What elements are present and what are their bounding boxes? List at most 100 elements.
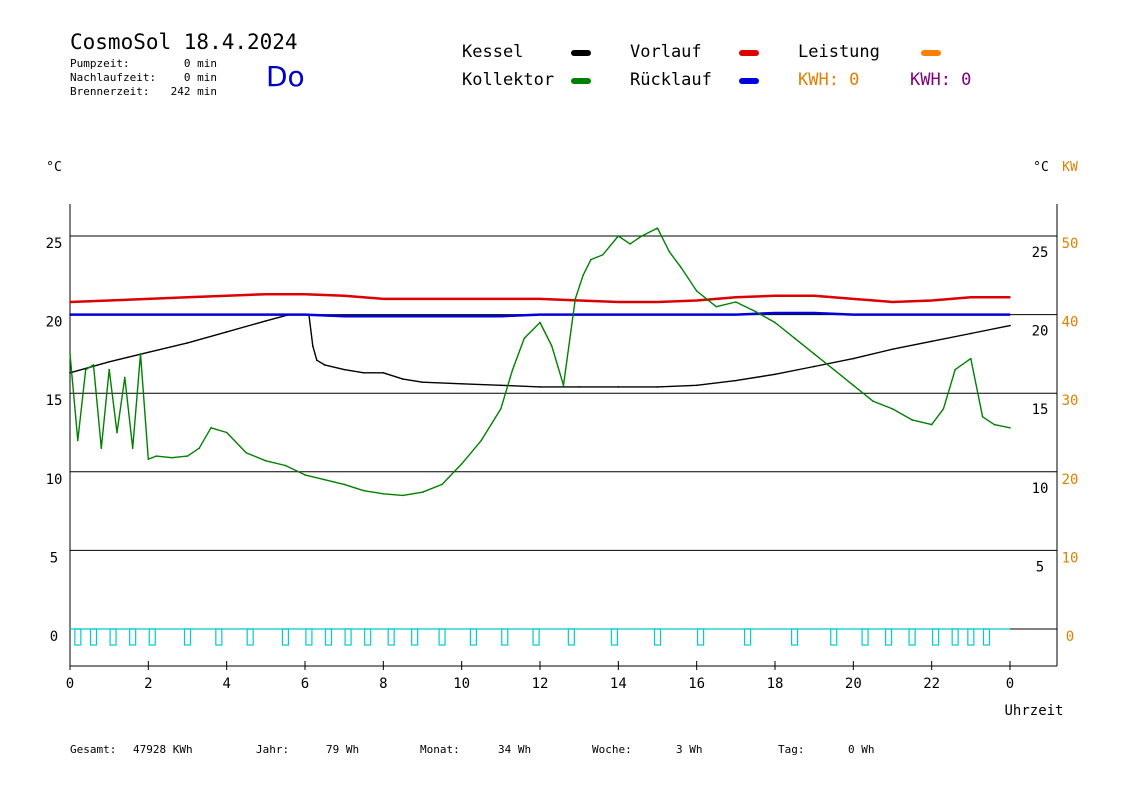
data-point xyxy=(304,313,306,316)
data-point xyxy=(147,298,150,300)
data-point xyxy=(186,296,189,299)
data-point xyxy=(970,357,972,360)
data-point xyxy=(500,298,502,300)
data-point xyxy=(993,423,996,426)
data-point xyxy=(1009,313,1011,316)
stat-nachlaufzeit-label: Nachlaufzeit: xyxy=(70,71,157,84)
data-point xyxy=(891,301,894,303)
footer-gesamt-value: 47928 KWh xyxy=(133,743,193,756)
data-point xyxy=(225,331,228,333)
data-point xyxy=(754,310,757,313)
data-point xyxy=(539,386,541,388)
y-tick-label-right-kw: 0 xyxy=(1066,629,1074,645)
data-point xyxy=(265,320,267,322)
y-tick-label-right-kw: 40 xyxy=(1062,315,1079,331)
x-tick-label: 16 xyxy=(688,676,705,692)
data-point xyxy=(421,381,424,383)
leistung-pulse xyxy=(790,628,799,646)
data-point xyxy=(774,294,776,297)
data-point xyxy=(813,312,815,314)
data-point xyxy=(245,452,248,454)
data-point xyxy=(930,313,933,316)
data-point xyxy=(402,494,404,497)
y-tick-label-left: 25 xyxy=(46,236,63,252)
leistung-pulse xyxy=(438,628,446,646)
leistung-pulse xyxy=(469,628,478,646)
data-point xyxy=(774,321,776,324)
data-point xyxy=(852,357,855,360)
leistung-pulse xyxy=(215,628,223,646)
data-point xyxy=(460,382,463,385)
footer-tag-value: 0 Wh xyxy=(848,743,875,756)
data-point xyxy=(186,455,189,457)
legend-kessel-label: Kessel xyxy=(462,42,524,62)
data-point xyxy=(942,408,945,410)
leistung-pulse xyxy=(324,628,333,646)
x-tick-label: 18 xyxy=(767,676,784,692)
data-point xyxy=(735,313,737,316)
data-point xyxy=(578,313,580,316)
data-point xyxy=(382,371,385,374)
data-point xyxy=(84,368,87,371)
data-point xyxy=(617,313,620,316)
x-tick-label: 4 xyxy=(222,676,230,692)
data-point xyxy=(265,459,267,462)
data-point xyxy=(656,301,659,303)
data-point xyxy=(793,337,796,339)
stat-pumpzeit-value: 0 min xyxy=(183,57,217,70)
legend-kwh-purple: KWH: 0 xyxy=(910,70,972,90)
leistung-pulse xyxy=(982,628,991,646)
data-point xyxy=(852,384,855,387)
data-point xyxy=(774,373,776,376)
data-point xyxy=(108,299,110,302)
data-point xyxy=(735,296,737,299)
data-point xyxy=(656,313,659,316)
leistung-pulse xyxy=(861,628,869,646)
y-tick-label-right-kw: 10 xyxy=(1062,550,1079,566)
stat-brennerzeit-value: 242 min xyxy=(170,85,217,98)
data-point xyxy=(930,340,933,343)
data-point xyxy=(382,298,385,300)
leistung-pulses xyxy=(70,628,1010,646)
y-axis-label-left: °C xyxy=(46,160,62,175)
data-point xyxy=(147,351,150,354)
data-point xyxy=(695,290,698,292)
y-tick-label-right-temp: 10 xyxy=(1032,481,1049,497)
data-point xyxy=(421,491,424,494)
data-point xyxy=(954,368,956,371)
data-point xyxy=(362,371,365,374)
data-point xyxy=(539,313,541,316)
data-point xyxy=(77,439,79,442)
footer-monat-value: 34 Wh xyxy=(498,743,532,756)
leistung-pulse xyxy=(364,628,372,646)
footer-tag-label: Tag: xyxy=(778,743,805,756)
legend-leistung-label: Leistung xyxy=(798,42,880,62)
chart-title: CosmoSol 18.4.2024 xyxy=(70,30,298,54)
y-tick-label-left: 20 xyxy=(46,315,63,331)
footer-jahr-label: Jahr: xyxy=(256,743,290,756)
data-point xyxy=(186,313,189,316)
data-point xyxy=(108,313,110,316)
data-point xyxy=(69,301,71,303)
stat-pumpzeit-label: Pumpzeit: xyxy=(70,57,130,70)
footer-woche-value: 3 Wh xyxy=(676,743,703,756)
data-point xyxy=(641,235,643,237)
x-tick-label: 0 xyxy=(66,676,74,692)
data-point xyxy=(539,298,541,300)
data-point xyxy=(590,258,592,261)
data-point xyxy=(680,266,682,269)
data-point xyxy=(872,400,874,402)
data-point xyxy=(343,315,345,317)
series-line-kessel xyxy=(69,313,1011,388)
leistung-pulse xyxy=(532,628,540,646)
data-point xyxy=(500,315,502,317)
data-point xyxy=(323,478,326,481)
data-point xyxy=(511,368,514,371)
leistung-pulse xyxy=(908,628,916,646)
data-point xyxy=(539,321,541,324)
data-point xyxy=(891,313,894,316)
leistung-pulse xyxy=(696,628,705,646)
data-point xyxy=(100,447,103,450)
data-point xyxy=(562,384,565,387)
